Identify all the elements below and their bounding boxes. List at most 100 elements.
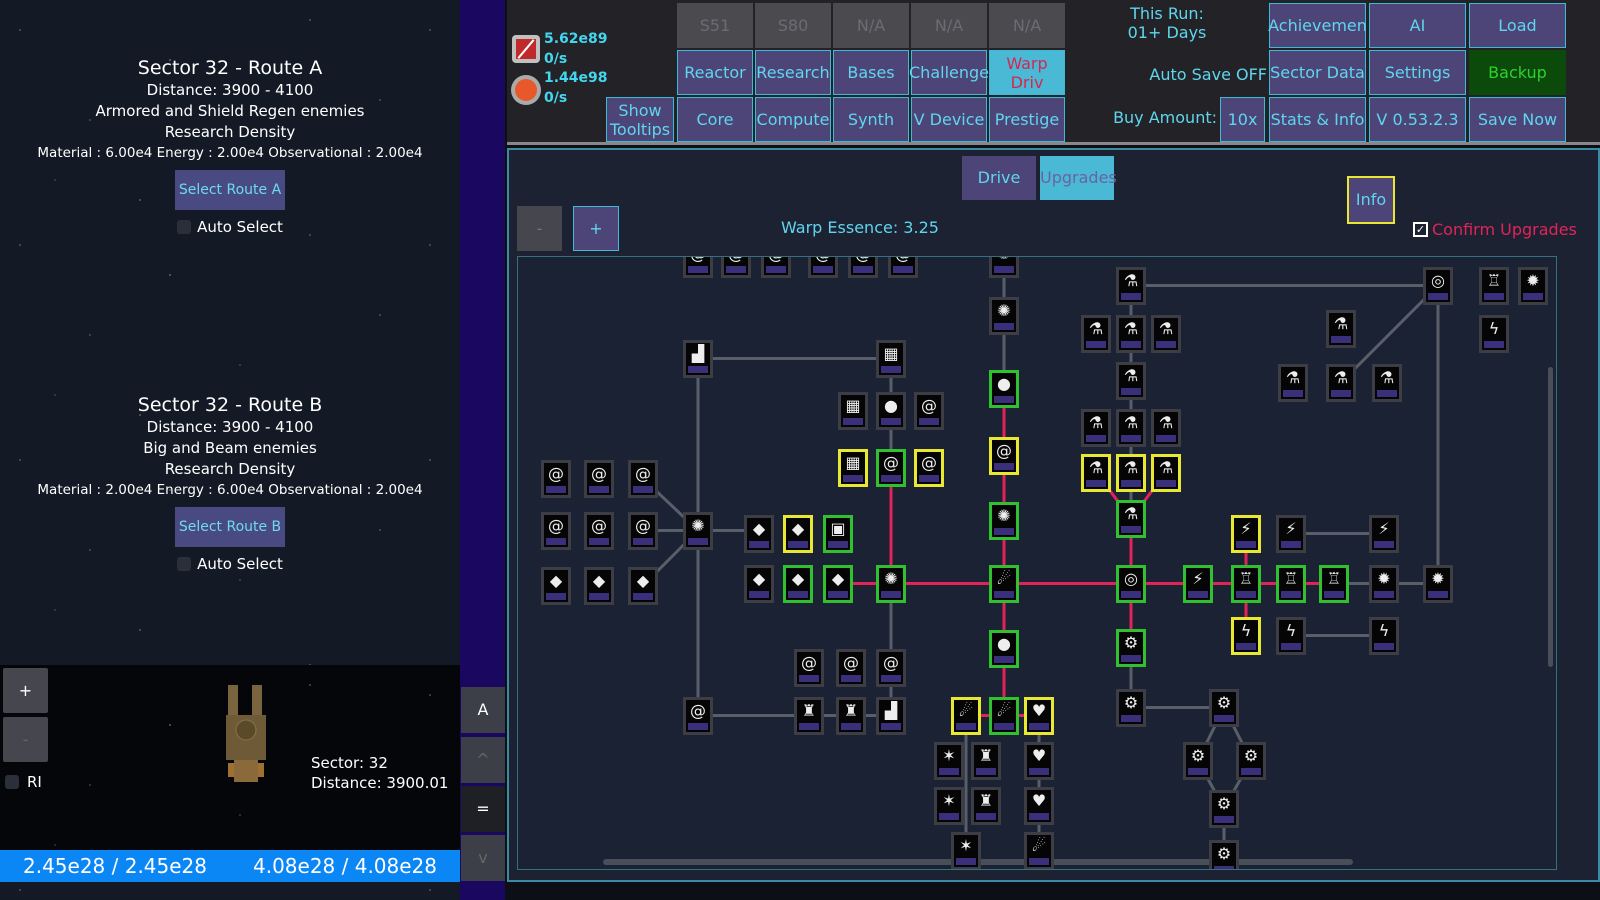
upgrade-node-claw-icon[interactable]: ✶ — [951, 832, 981, 869]
sector-data-button[interactable]: Sector Data — [1269, 50, 1366, 95]
upgrade-node-lightning-icon[interactable]: ϟ — [1479, 315, 1509, 353]
upgrade-node-robot-icon[interactable]: ♖ — [1276, 565, 1306, 603]
nav-s80-button[interactable]: S80 — [755, 3, 831, 48]
upgrade-node-tower-icon[interactable]: ♜ — [971, 787, 1001, 825]
speed-equal-button[interactable]: = — [461, 786, 505, 832]
upgrade-node-gear-icon[interactable]: ⚙ — [1183, 742, 1213, 780]
upgrade-node-flask-icon[interactable]: ⚗ — [1151, 409, 1181, 447]
upgrade-node-cube-icon[interactable]: ◆ — [744, 515, 774, 553]
nav-na-2-button[interactable]: N/A — [911, 3, 987, 48]
upgrade-node-spiral-icon[interactable]: @ — [541, 512, 571, 550]
upgrade-node-flask-icon[interactable]: ⚗ — [1116, 267, 1146, 305]
checkbox[interactable] — [5, 775, 19, 789]
zoom-out-button[interactable]: - — [3, 717, 48, 762]
upgrade-node-gear-icon[interactable]: ⚙ — [1209, 790, 1239, 828]
upgrade-node-claw-icon[interactable]: ✶ — [934, 742, 964, 780]
upgrade-node-flask-icon[interactable]: ⚗ — [1081, 315, 1111, 353]
nav-challenge-button[interactable]: Challenge — [909, 50, 989, 95]
vertical-scrollbar[interactable] — [1548, 367, 1553, 667]
upgrade-node-orb-icon[interactable]: ● — [989, 370, 1019, 408]
upgrade-node-shield-icon[interactable]: ♥ — [1024, 787, 1054, 825]
upgrade-node-gear-icon[interactable]: ⚙ — [1209, 840, 1239, 869]
upgrade-node-chip-icon[interactable]: ▦ — [838, 392, 868, 430]
upgrade-node-burst-icon[interactable]: ✹ — [1369, 565, 1399, 603]
upgrade-node-spiral-icon[interactable]: @ — [584, 512, 614, 550]
upgrade-node-gear-icon[interactable]: ⚙ — [1116, 689, 1146, 727]
upgrade-node-planet-icon[interactable]: ◎ — [1423, 267, 1453, 305]
upgrade-node-flask-icon[interactable]: ⚗ — [1116, 315, 1146, 353]
upgrade-node-spiral-icon[interactable]: @ — [888, 257, 918, 278]
upgrade-node-spiral-icon[interactable]: @ — [683, 257, 713, 278]
zoom-in-button[interactable]: + — [3, 668, 48, 713]
upgrade-node-gear-icon[interactable]: ⚙ — [1209, 689, 1239, 727]
upgrade-node-sun-icon[interactable]: ✺ — [989, 502, 1019, 540]
upgrade-node-gear-icon[interactable]: ⚙ — [1116, 629, 1146, 667]
tab-drive[interactable]: Drive — [962, 156, 1036, 200]
buy-amount-button[interactable]: 10x — [1220, 97, 1265, 142]
upgrade-node-robot-icon[interactable]: ♖ — [1479, 267, 1509, 305]
upgrade-node-spiral-icon[interactable]: @ — [876, 649, 906, 687]
achievements-button[interactable]: Achievemen — [1268, 3, 1367, 48]
select-route-a-button[interactable]: Select Route A — [175, 170, 285, 210]
upgrade-node-cube-icon[interactable]: ◆ — [823, 565, 853, 603]
upgrade-node-claw-icon[interactable]: ✶ — [934, 787, 964, 825]
upgrade-node-robot-icon[interactable]: ♖ — [1319, 565, 1349, 603]
upgrade-node-flask-icon[interactable]: ⚗ — [1081, 409, 1111, 447]
select-route-b-button[interactable]: Select Route B — [175, 507, 285, 547]
upgrade-node-planet-icon[interactable]: ◎ — [1116, 565, 1146, 603]
save-now-button[interactable]: Save Now — [1469, 97, 1566, 142]
upgrade-node-cube-icon[interactable]: ◆ — [783, 515, 813, 553]
show-tooltips-button[interactable]: Show Tooltips — [606, 97, 674, 142]
upgrade-node-chart-icon[interactable]: ▟ — [683, 340, 713, 378]
upgrade-node-shield-icon[interactable]: ♥ — [1024, 697, 1054, 735]
ai-button[interactable]: AI — [1369, 3, 1466, 48]
upgrade-node-comet-icon[interactable]: ☄ — [1024, 832, 1054, 869]
upgrade-node-cube-icon[interactable]: ◆ — [584, 567, 614, 605]
speed-down-button[interactable]: v — [461, 835, 505, 881]
nav-core-button[interactable]: Core — [677, 97, 753, 142]
nav-warp-drive-button[interactable]: Warp Driv — [989, 50, 1065, 95]
backup-button[interactable]: Backup — [1469, 50, 1566, 95]
upgrade-node-flask-icon[interactable]: ⚗ — [1326, 310, 1356, 348]
nav-v-device-button[interactable]: V Device — [911, 97, 987, 142]
upgrade-node-spiral-icon[interactable]: @ — [721, 257, 751, 278]
nav-prestige-button[interactable]: Prestige — [989, 97, 1065, 142]
upgrade-node-sun-icon[interactable]: ✺ — [876, 565, 906, 603]
zoom-out-tree-button[interactable]: - — [517, 206, 562, 251]
upgrade-node-bolt-icon[interactable]: ⚡ — [1369, 515, 1399, 553]
upgrade-node-tower-icon[interactable]: ♜ — [836, 697, 866, 735]
settings-button[interactable]: Settings — [1369, 50, 1466, 95]
upgrade-node-spiral-icon[interactable]: @ — [683, 697, 713, 735]
upgrade-node-spiral-icon[interactable]: @ — [794, 649, 824, 687]
upgrade-node-spiral-icon[interactable]: @ — [876, 449, 906, 487]
load-button[interactable]: Load — [1469, 3, 1566, 48]
upgrade-node-tower-icon[interactable]: ♜ — [794, 697, 824, 735]
upgrade-node-burst-icon[interactable]: ✹ — [1518, 267, 1548, 305]
upgrade-node-orb-icon[interactable]: ● — [876, 392, 906, 430]
upgrade-node-bolt-icon[interactable]: ⚡ — [1183, 565, 1213, 603]
upgrade-node-flask-icon[interactable]: ⚗ — [1116, 362, 1146, 400]
confirm-upgrades-toggle[interactable]: ✓ Confirm Upgrades — [1413, 220, 1577, 239]
ri-toggle[interactable]: RI — [5, 773, 42, 791]
upgrade-node-box-icon[interactable]: ▣ — [823, 515, 853, 553]
upgrade-node-spiral-icon[interactable]: @ — [848, 257, 878, 278]
upgrade-node-cube-icon[interactable]: ◆ — [628, 567, 658, 605]
upgrade-node-chip-icon[interactable]: ▦ — [838, 449, 868, 487]
upgrade-node-flask-icon[interactable]: ⚗ — [1116, 454, 1146, 492]
upgrade-node-comet-icon[interactable]: ☄ — [951, 697, 981, 735]
upgrade-node-spiral-icon[interactable]: @ — [989, 437, 1019, 475]
upgrade-node-lightning-icon[interactable]: ϟ — [1369, 617, 1399, 655]
upgrade-node-flask-icon[interactable]: ⚗ — [1151, 315, 1181, 353]
checkbox[interactable] — [177, 220, 192, 234]
checkbox-checked-icon[interactable]: ✓ — [1413, 222, 1428, 237]
nav-compute-button[interactable]: Compute — [755, 97, 831, 142]
nav-reactor-button[interactable]: Reactor — [677, 50, 753, 95]
auto-select-b[interactable]: Auto Select — [0, 555, 460, 573]
auto-select-a[interactable]: Auto Select — [0, 218, 460, 236]
upgrade-node-chart-icon[interactable]: ▟ — [876, 697, 906, 735]
upgrade-node-spiral-icon[interactable]: @ — [914, 392, 944, 430]
speed-a-button[interactable]: A — [461, 687, 505, 733]
upgrade-node-spiral-icon[interactable]: @ — [541, 460, 571, 498]
upgrade-node-tower-icon[interactable]: ♜ — [971, 742, 1001, 780]
upgrade-node-flask-icon[interactable]: ⚗ — [1326, 364, 1356, 402]
